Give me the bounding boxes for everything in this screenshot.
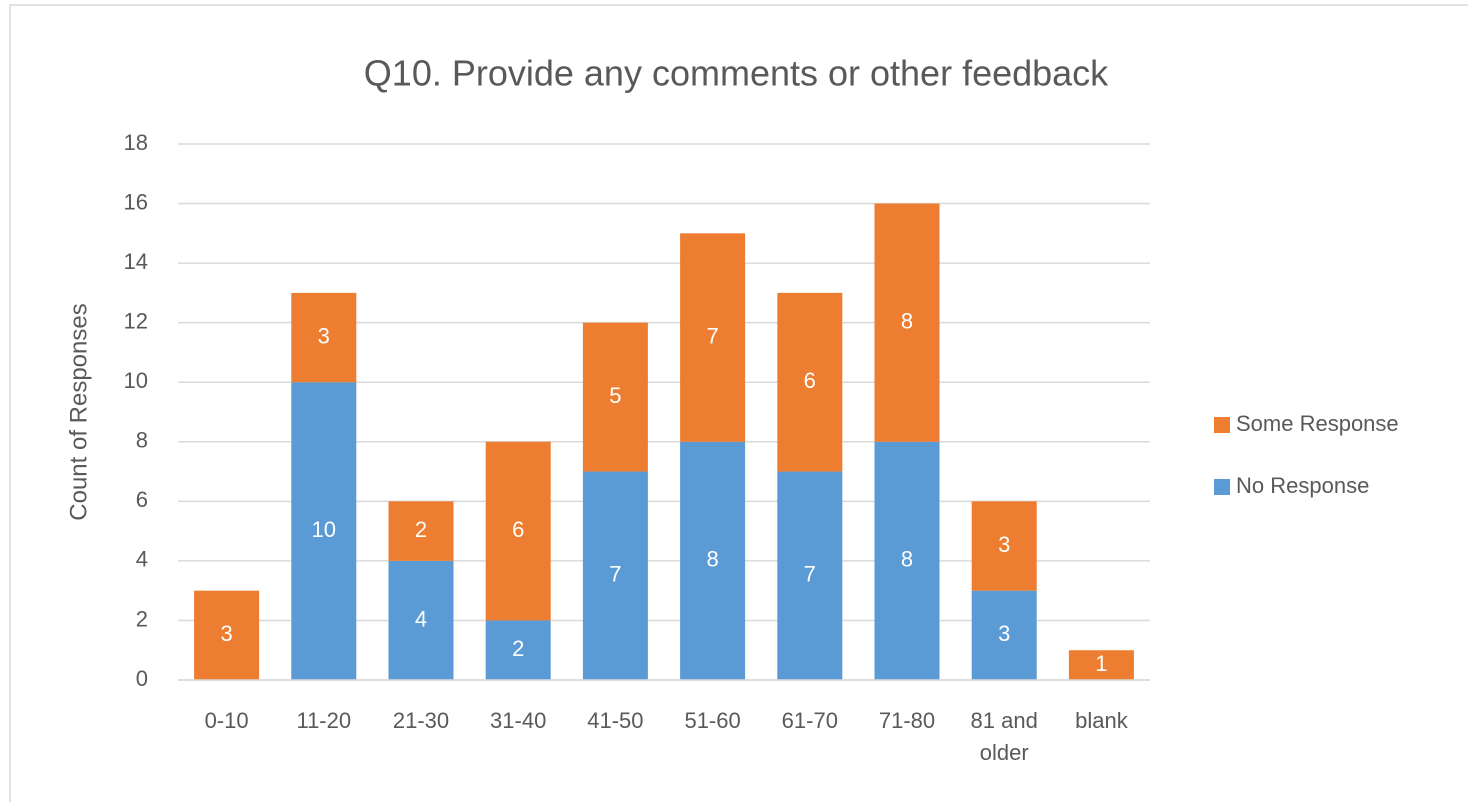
chart-title: Q10. Provide any comments or other feedb… [364, 53, 1109, 94]
legend-label: No Response [1236, 473, 1369, 498]
legend-swatch [1214, 417, 1230, 433]
data-label: 8 [706, 547, 718, 572]
bar-segment [777, 471, 843, 680]
data-label: 7 [609, 562, 621, 587]
bar-segment [582, 471, 648, 680]
y-tick-label: 6 [136, 487, 148, 512]
data-label: 10 [312, 517, 336, 542]
y-tick-label: 8 [136, 428, 148, 453]
data-label: 3 [998, 621, 1010, 646]
bar-segment [291, 292, 357, 383]
bar-segment [874, 441, 940, 680]
data-label: 7 [804, 562, 816, 587]
x-tick-label: 61-70 [782, 708, 838, 733]
bar-segment [485, 620, 551, 680]
bar-segment [777, 292, 843, 472]
bar-segment [194, 590, 260, 680]
bar-segment [388, 560, 454, 680]
data-label: 2 [512, 636, 524, 661]
x-tick-label: 11-20 [296, 708, 351, 733]
x-tick-label: 21-30 [393, 708, 449, 733]
data-label: 3 [220, 621, 232, 646]
data-label: 1 [1095, 651, 1107, 676]
x-tick-label: 31-40 [490, 708, 546, 733]
data-label: 2 [415, 517, 427, 542]
bar-segment [1068, 650, 1134, 680]
x-tick-label: 71-80 [879, 708, 935, 733]
y-tick-label: 16 [124, 189, 148, 214]
y-tick-label: 14 [124, 249, 148, 274]
bar-segment [680, 441, 746, 680]
legend-label: Some Response [1236, 411, 1399, 436]
y-axis-label: Count of Responses [65, 303, 92, 520]
x-tick-label: 81 and older [971, 708, 1038, 765]
bar-segment [291, 382, 357, 680]
y-tick-label: 0 [136, 666, 148, 691]
x-tick-label: blank [1075, 708, 1129, 733]
data-label: 3 [998, 532, 1010, 557]
legend-swatch [1214, 479, 1230, 495]
y-tick-label: 10 [124, 368, 148, 393]
y-tick-label: 4 [136, 547, 148, 572]
data-label: 6 [512, 517, 524, 542]
data-label: 8 [901, 308, 913, 333]
y-tick-label: 12 [124, 308, 148, 333]
x-tick-label: 51-60 [684, 708, 740, 733]
data-label: 6 [804, 368, 816, 393]
data-label: 5 [609, 383, 621, 408]
bar-segment [971, 501, 1037, 591]
bar-segment [388, 501, 454, 561]
y-tick-label: 2 [136, 606, 148, 631]
bar-segment [582, 322, 648, 472]
data-label: 8 [901, 547, 913, 572]
bar-segment [485, 441, 551, 621]
x-tick-label: 41-50 [587, 708, 643, 733]
data-label: 7 [706, 323, 718, 348]
bar-segment [971, 590, 1037, 680]
bar-segment [874, 203, 940, 442]
data-label: 3 [318, 323, 330, 348]
x-tick-label: 0-10 [205, 708, 249, 733]
data-label: 4 [415, 606, 427, 631]
bar-segment [680, 233, 746, 442]
y-tick-label: 18 [124, 130, 148, 155]
